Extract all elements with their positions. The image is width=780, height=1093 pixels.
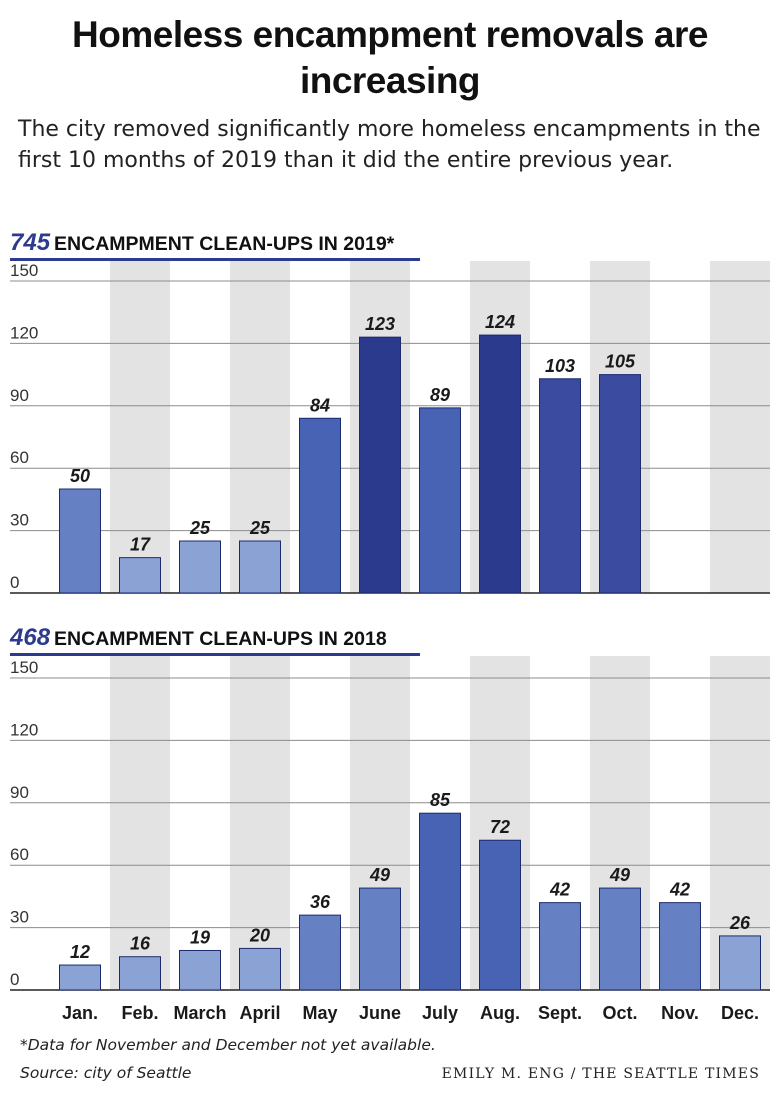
chart-2018-category-label: Nov. — [661, 1003, 699, 1023]
chart-2019-band — [110, 261, 170, 593]
chart-2019-bar — [239, 540, 281, 594]
chart-2018-bar — [659, 902, 701, 991]
chart-2018-category-label: Dec. — [721, 1003, 759, 1023]
chart-2019-total: 745 — [10, 229, 51, 256]
chart-2019: 745 ENCAMPMENT CLEAN-UPS IN 2019* 0 30 60 90… — [0, 229, 780, 601]
chart-2019-header-text: ENCAMPMENT CLEAN-UPS IN 2019* — [54, 233, 395, 255]
subtitle: The city removed significantly more home… — [18, 117, 761, 173]
chart-2019-ytick-label: 150 — [10, 261, 38, 280]
chart-2019-bar — [539, 378, 581, 594]
chart-2018-category-label: Oct. — [602, 1003, 637, 1023]
chart-2018-band — [110, 656, 170, 990]
chart-2018-bar — [419, 812, 461, 991]
chart-2018-bar — [539, 902, 581, 991]
chart-2018-value-label: 42 — [669, 880, 690, 900]
chart-2019-value-label: 124 — [485, 312, 515, 332]
chart-2018-bar — [479, 839, 521, 991]
chart-2019-value-label: 103 — [545, 356, 575, 376]
chart-2018-total: 468 — [10, 624, 51, 651]
chart-2018-category-label: May — [302, 1003, 337, 1023]
chart-2018-value-label: 72 — [490, 817, 510, 837]
chart-2018-value-label: 26 — [729, 913, 751, 933]
chart-2019-ytick-label: 0 — [10, 573, 19, 592]
chart-2019-bar — [479, 334, 521, 594]
chart-2018-bar — [119, 956, 161, 991]
chart-2019-value-label: 25 — [249, 518, 271, 538]
chart-2018-value-label: 42 — [549, 880, 570, 900]
chart-2018-bar — [59, 964, 101, 991]
chart-2019-ytick-label: 30 — [10, 511, 29, 530]
chart-2019-ytick-label: 120 — [10, 323, 38, 342]
credit-line: EMILY M. ENG / THE SEATTLE TIMES — [441, 1066, 760, 1082]
chart-2018-ytick-label: 30 — [10, 908, 29, 927]
chart-2018-value-label: 19 — [190, 927, 210, 947]
chart-2018-category-label: March — [173, 1003, 226, 1023]
page-title: Homeless encampment removals are increas… — [72, 14, 708, 101]
chart-2018-category-label: Sept. — [538, 1003, 582, 1023]
chart-2019-header: 745 ENCAMPMENT CLEAN-UPS IN 2019* — [10, 229, 420, 261]
chart-2018-category-label: Jan. — [62, 1003, 98, 1023]
chart-2018-bar — [599, 887, 641, 991]
chart-2018-category-label: June — [359, 1003, 401, 1023]
chart-2018-category-label: April — [239, 1003, 280, 1023]
chart-2018-value-label: 49 — [609, 865, 630, 885]
chart-2019-value-label: 84 — [310, 395, 330, 415]
chart-2019-band — [710, 261, 770, 593]
chart-2018-plot: 0 30 60 90 120 150 12 16 19 20 36 49 85 72 42 49 42 26 Jan… — [10, 656, 770, 1023]
chart-2019-bar — [59, 488, 101, 594]
chart-2018-value-label: 85 — [430, 790, 451, 810]
chart-2018-category-label: July — [422, 1003, 458, 1023]
chart-2019-value-label: 105 — [605, 352, 636, 372]
chart-2019-band — [230, 261, 290, 593]
chart-2019-bar — [299, 417, 341, 594]
chart-2018-band — [230, 656, 290, 990]
chart-2019-value-label: 89 — [430, 385, 450, 405]
chart-2018: 468 ENCAMPMENT CLEAN-UPS IN 2018 0 30 60 90 1… — [0, 624, 780, 1034]
footnote: *Data for November and December not yet … — [20, 1036, 436, 1054]
chart-2019-bar — [359, 336, 401, 594]
chart-2018-value-label: 20 — [249, 925, 270, 945]
source-note: Source: city of Seattle — [20, 1064, 192, 1082]
chart-2019-bar — [419, 407, 461, 594]
chart-2019-bar — [119, 557, 161, 594]
chart-2019-bar — [179, 540, 221, 594]
chart-2018-value-label: 16 — [130, 934, 151, 954]
chart-2018-ytick-label: 120 — [10, 720, 38, 739]
chart-2019-ytick-label: 60 — [10, 448, 29, 467]
chart-2018-bar — [179, 949, 221, 991]
chart-2019-ytick-label: 90 — [10, 386, 29, 405]
chart-2018-header-text: ENCAMPMENT CLEAN-UPS IN 2018 — [54, 628, 387, 650]
chart-2018-value-label: 36 — [310, 892, 331, 912]
chart-2018-bar — [239, 947, 281, 991]
chart-2018-header: 468 ENCAMPMENT CLEAN-UPS IN 2018 — [10, 624, 420, 656]
chart-2019-bar — [599, 374, 641, 594]
chart-2018-category-label: Feb. — [121, 1003, 158, 1023]
chart-2018-ytick-label: 150 — [10, 658, 38, 677]
chart-2019-value-label: 25 — [189, 518, 211, 538]
chart-2019-value-label: 123 — [365, 314, 395, 334]
chart-2019-value-label: 50 — [70, 466, 90, 486]
chart-2018-ytick-label: 0 — [10, 970, 19, 989]
chart-2018-category-label: Aug. — [480, 1003, 520, 1023]
chart-2018-bar — [719, 935, 761, 991]
chart-2019-value-label: 17 — [130, 535, 151, 555]
chart-2018-ytick-label: 60 — [10, 845, 29, 864]
chart-2018-band — [710, 656, 770, 990]
chart-2018-ytick-label: 90 — [10, 783, 29, 802]
chart-2018-value-label: 12 — [70, 942, 90, 962]
chart-2019-plot: 0 30 60 90 120 150 50 17 25 25 84 123 89 124 103 105 — [10, 261, 770, 594]
chart-2018-bar — [359, 887, 401, 991]
chart-2018-value-label: 49 — [369, 865, 390, 885]
chart-2018-bar — [299, 914, 341, 991]
